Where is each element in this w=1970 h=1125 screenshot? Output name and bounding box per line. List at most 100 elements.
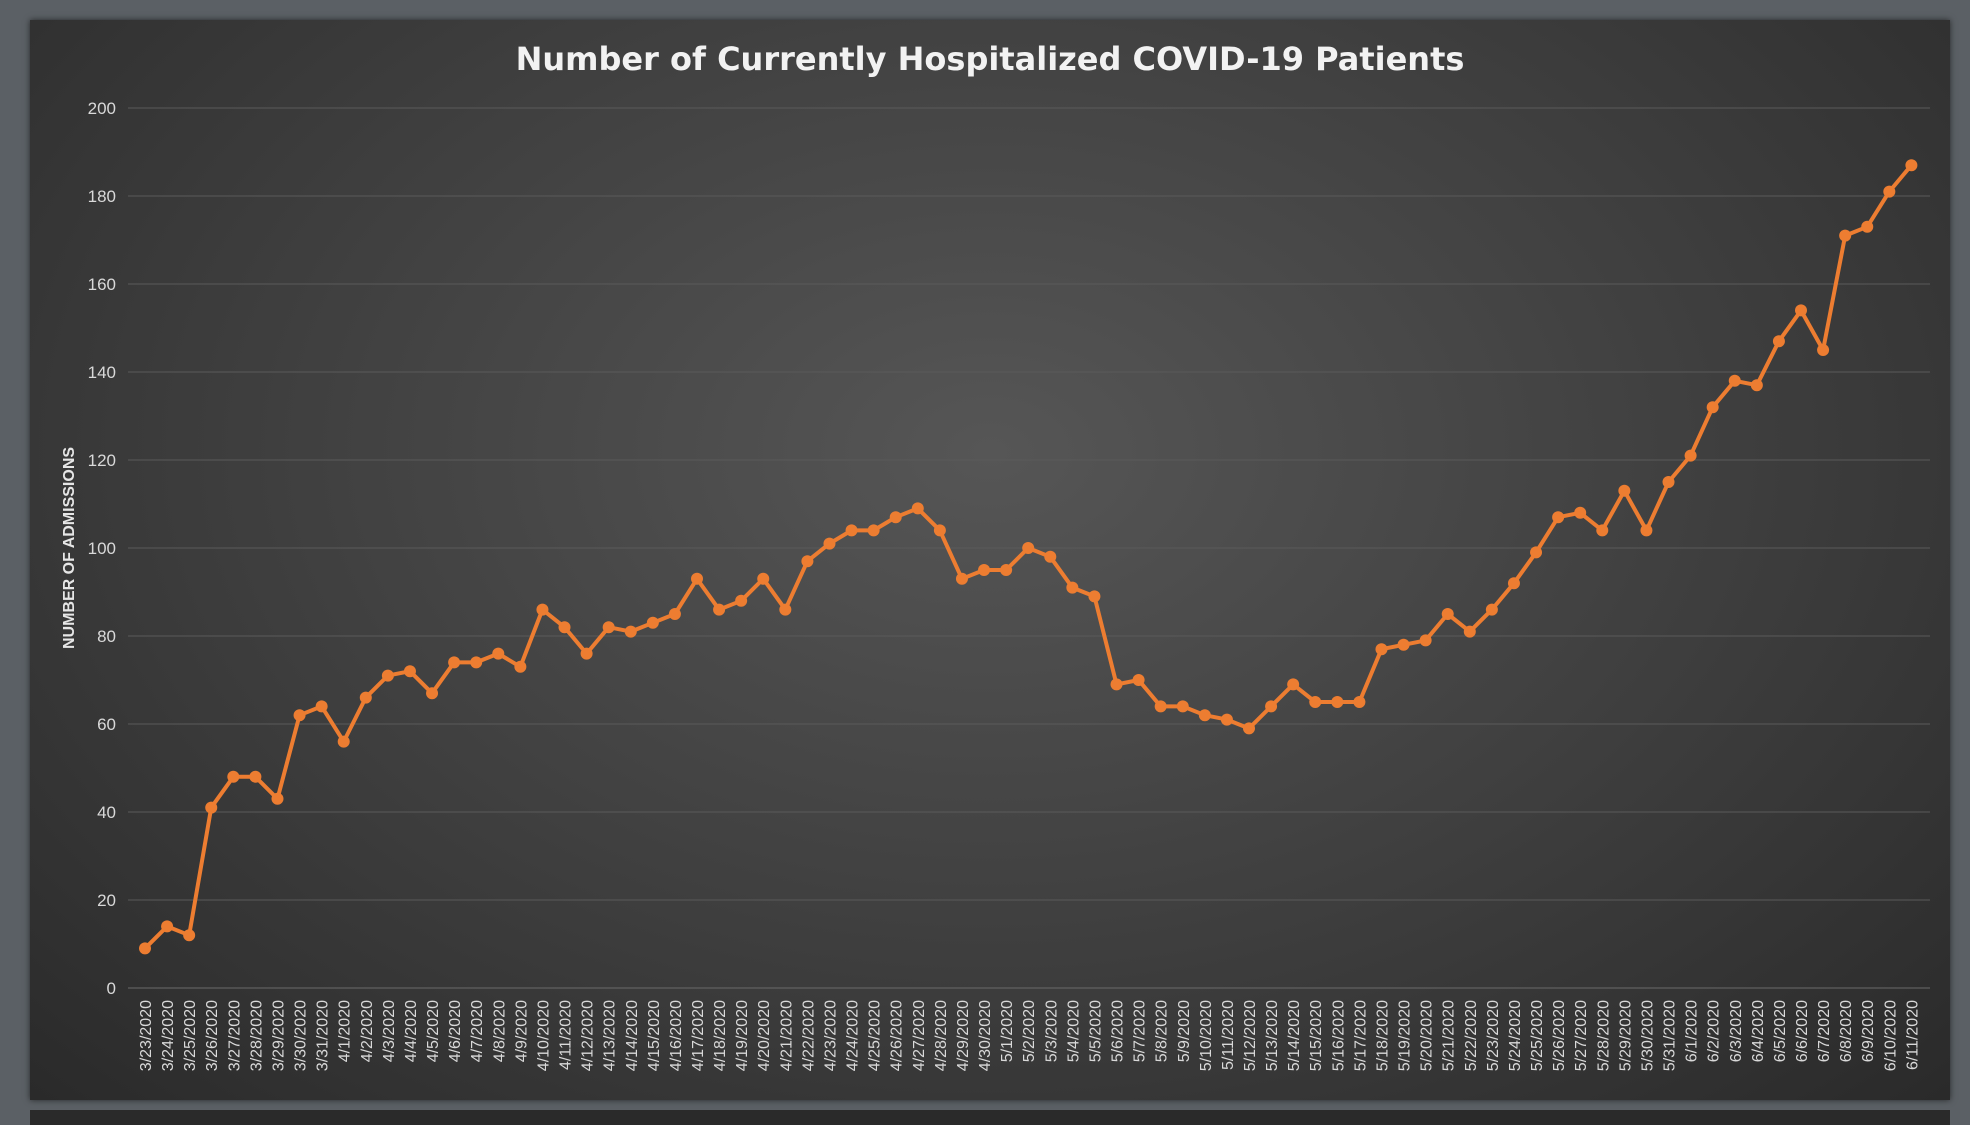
- x-tick-label: 6/1/2020: [1684, 1000, 1701, 1062]
- x-tick-label: 5/16/2020: [1330, 1000, 1347, 1071]
- x-tick-label: 6/11/2020: [1904, 1000, 1921, 1070]
- y-tick-labels: 0 20 40 60 80 100 120 140 160 180 200: [88, 99, 116, 998]
- x-tick-label: 4/22/2020: [800, 1000, 817, 1071]
- y-tick-label: 20: [97, 891, 116, 910]
- x-tick-label: 5/5/2020: [1087, 1000, 1104, 1062]
- data-point: [580, 647, 593, 660]
- x-tick-label: 5/25/2020: [1529, 1000, 1546, 1071]
- y-tick-label: 60: [97, 715, 116, 734]
- x-tick-label: 4/21/2020: [778, 1000, 795, 1071]
- x-tick-label: 5/14/2020: [1286, 1000, 1303, 1071]
- data-point: [1750, 379, 1763, 392]
- x-tick-label: 4/6/2020: [447, 1000, 464, 1062]
- x-tick-label: 5/24/2020: [1507, 1000, 1524, 1071]
- chart-frame: [30, 20, 1950, 1100]
- x-tick-label: 4/5/2020: [425, 1000, 442, 1062]
- data-point: [1772, 335, 1785, 348]
- x-tick-label: 6/3/2020: [1728, 1000, 1745, 1062]
- data-point: [1066, 581, 1079, 594]
- x-tick-label: 5/18/2020: [1374, 1000, 1391, 1071]
- data-point: [1287, 678, 1300, 691]
- x-tick-label: 6/10/2020: [1882, 1000, 1899, 1071]
- x-tick-label: 6/5/2020: [1772, 1000, 1789, 1062]
- data-point: [713, 603, 726, 616]
- x-tick-label: 4/1/2020: [337, 1000, 354, 1062]
- x-tick-label: 4/25/2020: [867, 1000, 884, 1071]
- data-point: [448, 656, 461, 669]
- data-points: [139, 159, 1918, 955]
- x-tick-label: 4/18/2020: [712, 1000, 729, 1071]
- data-point: [845, 524, 858, 537]
- x-tick-label: 5/26/2020: [1551, 1000, 1568, 1071]
- data-point: [602, 621, 615, 634]
- data-point: [1706, 401, 1719, 414]
- x-tick-label: 4/23/2020: [822, 1000, 839, 1071]
- data-point: [514, 660, 527, 673]
- x-tick-label: 5/12/2020: [1242, 1000, 1259, 1071]
- data-point: [779, 603, 792, 616]
- x-tick-label: 3/26/2020: [204, 1000, 221, 1071]
- data-point: [1375, 643, 1388, 656]
- data-point: [1154, 700, 1167, 713]
- x-tick-label: 4/11/2020: [558, 1000, 575, 1070]
- data-point: [889, 511, 902, 524]
- data-point: [1022, 542, 1035, 554]
- x-tick-label: 5/19/2020: [1397, 1000, 1414, 1071]
- data-point: [1795, 304, 1807, 317]
- data-point: [1220, 713, 1233, 726]
- x-tick-label: 6/6/2020: [1794, 1000, 1811, 1062]
- x-tick-label: 6/4/2020: [1750, 1000, 1767, 1062]
- x-tick-label: 3/24/2020: [160, 1000, 177, 1071]
- y-tick-label: 200: [88, 99, 116, 118]
- data-point: [867, 524, 880, 537]
- x-tick-label: 5/4/2020: [1065, 1000, 1082, 1062]
- data-point: [1463, 625, 1476, 638]
- data-point: [1331, 696, 1344, 708]
- data-point: [470, 656, 483, 669]
- data-point: [293, 709, 306, 722]
- x-tick-label: 5/17/2020: [1352, 1000, 1369, 1071]
- x-tick-label: 4/16/2020: [668, 1000, 685, 1071]
- data-point: [1397, 638, 1410, 651]
- x-tick-label: 3/23/2020: [138, 1000, 155, 1071]
- x-tick-label: 5/7/2020: [1132, 1000, 1149, 1062]
- y-tick-label: 0: [107, 979, 116, 998]
- x-tick-label: 5/13/2020: [1264, 1000, 1281, 1071]
- series-line: [143, 163, 1913, 950]
- x-tick-label: 5/8/2020: [1154, 1000, 1171, 1062]
- x-tick-label: 4/20/2020: [756, 1000, 773, 1071]
- x-tick-label: 5/3/2020: [1043, 1000, 1060, 1062]
- data-point: [955, 572, 968, 585]
- data-point: [1883, 185, 1896, 198]
- x-tick-label: 5/2/2020: [1021, 1000, 1038, 1062]
- data-point: [1817, 344, 1830, 356]
- x-tick-label: 4/4/2020: [403, 1000, 420, 1062]
- data-point: [227, 770, 240, 783]
- data-point: [1640, 524, 1653, 537]
- data-point: [359, 691, 372, 704]
- x-tick-label: 3/30/2020: [293, 1000, 310, 1071]
- x-tick-label: 4/17/2020: [690, 1000, 707, 1071]
- x-tick-label: 5/29/2020: [1617, 1000, 1634, 1071]
- data-point: [823, 537, 836, 550]
- data-point: [1861, 220, 1874, 233]
- data-point: [1132, 674, 1145, 686]
- data-point: [1905, 159, 1918, 172]
- x-tick-label: 4/28/2020: [933, 1000, 950, 1071]
- data-point: [1198, 709, 1211, 722]
- data-point: [1574, 506, 1587, 519]
- x-tick-label: 6/9/2020: [1860, 1000, 1877, 1062]
- x-tick-label: 5/28/2020: [1595, 1000, 1612, 1071]
- data-point: [668, 608, 681, 620]
- data-point: [492, 647, 505, 660]
- x-tick-label: 5/11/2020: [1220, 1000, 1237, 1070]
- data-point: [691, 572, 703, 585]
- x-tick-label: 4/30/2020: [977, 1000, 994, 1071]
- x-tick-labels: 3/23/2020 3/24/2020 3/25/2020 3/26/2020 3/27…: [138, 1000, 1921, 1071]
- data-point: [1662, 476, 1675, 488]
- x-tick-label: 5/22/2020: [1463, 1000, 1480, 1071]
- data-point: [1176, 700, 1189, 713]
- data-point: [381, 669, 394, 682]
- data-point: [1596, 524, 1609, 537]
